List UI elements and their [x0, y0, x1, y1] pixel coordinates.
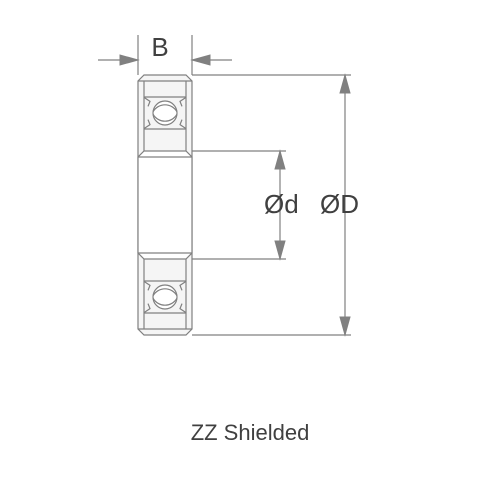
svg-text:Ød: Ød [264, 189, 299, 219]
caption-text: ZZ Shielded [191, 420, 310, 445]
svg-text:ØD: ØD [320, 189, 359, 219]
svg-text:B: B [151, 32, 168, 62]
diagram-caption: ZZ Shielded [0, 420, 500, 446]
